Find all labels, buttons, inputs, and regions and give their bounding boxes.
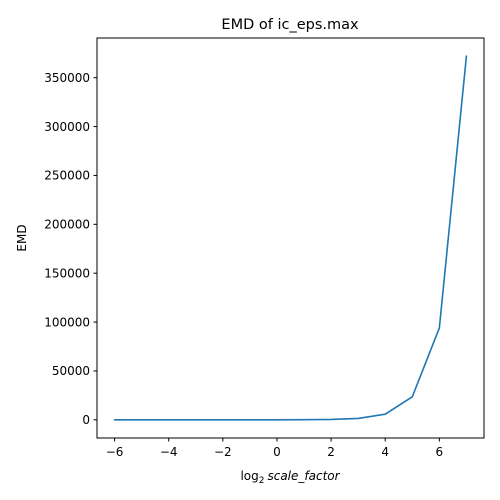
x-axis-label-subscript: 2 (259, 476, 265, 486)
series-layer (113, 55, 468, 421)
y-axis-ticks: 0 50000 100000 150000 200000 250000 300000 3500… (44, 71, 97, 427)
x-tick-label: 2 (327, 445, 335, 459)
y-axis-label: EMD (15, 224, 29, 251)
x-tick-label: 0 (273, 445, 281, 459)
y-tick-label: 50000 (52, 364, 90, 378)
x-axis-label-log: log (240, 469, 258, 483)
y-tick-label: 250000 (44, 169, 90, 183)
y-tick-label: 150000 (44, 266, 90, 280)
series-line (113, 55, 468, 421)
y-tick-label: 0 (82, 413, 90, 427)
chart-title: EMD of ic_eps.max (221, 17, 359, 33)
x-tick-label: 6 (436, 445, 444, 459)
y-tick-label: 350000 (44, 71, 90, 85)
x-tick-label: 4 (381, 445, 389, 459)
y-tick-label: 200000 (44, 218, 90, 232)
x-axis-label: log2 scale_factor (240, 469, 340, 486)
plot-frame (96, 37, 485, 439)
x-axis-label-variable: scale_factor (267, 469, 340, 483)
x-tick-label: −6 (106, 445, 124, 459)
y-tick-label: 100000 (44, 315, 90, 329)
x-axis-ticks: −6 −4 −2 0 2 4 6 (106, 438, 443, 459)
y-tick-label: 300000 (44, 120, 90, 134)
x-tick-label: −4 (160, 445, 178, 459)
x-tick-label: −2 (214, 445, 232, 459)
